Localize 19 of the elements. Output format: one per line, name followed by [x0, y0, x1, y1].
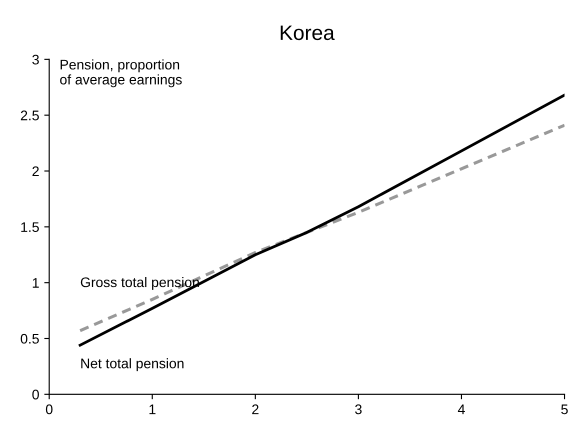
series-label: Net total pension	[81, 358, 184, 372]
y-tick-label: 3	[32, 54, 39, 65]
series-label: Gross total pension	[80, 276, 199, 290]
y-tick-label: 2	[32, 166, 39, 176]
x-tick-label: 0	[46, 404, 53, 414]
x-tick-label: 5	[561, 404, 568, 414]
y-tick-label: 2.5	[20, 110, 39, 120]
y-tick-label: 0	[32, 390, 39, 400]
y-tick-label: 0.5	[20, 334, 39, 344]
x-tick-label: 4	[458, 404, 465, 414]
line-series	[78, 94, 565, 347]
line-series	[78, 124, 565, 332]
x-tick-label: 3	[355, 404, 362, 414]
y-axis-title: Pension, proportion of average earnings	[60, 59, 182, 88]
chart-title: Korea	[280, 26, 335, 40]
y-tick-label: 1	[32, 278, 39, 288]
y-tick-label: 1.5	[21, 222, 39, 232]
x-tick-label: 1	[149, 404, 156, 414]
x-tick-label: 2	[252, 404, 259, 414]
